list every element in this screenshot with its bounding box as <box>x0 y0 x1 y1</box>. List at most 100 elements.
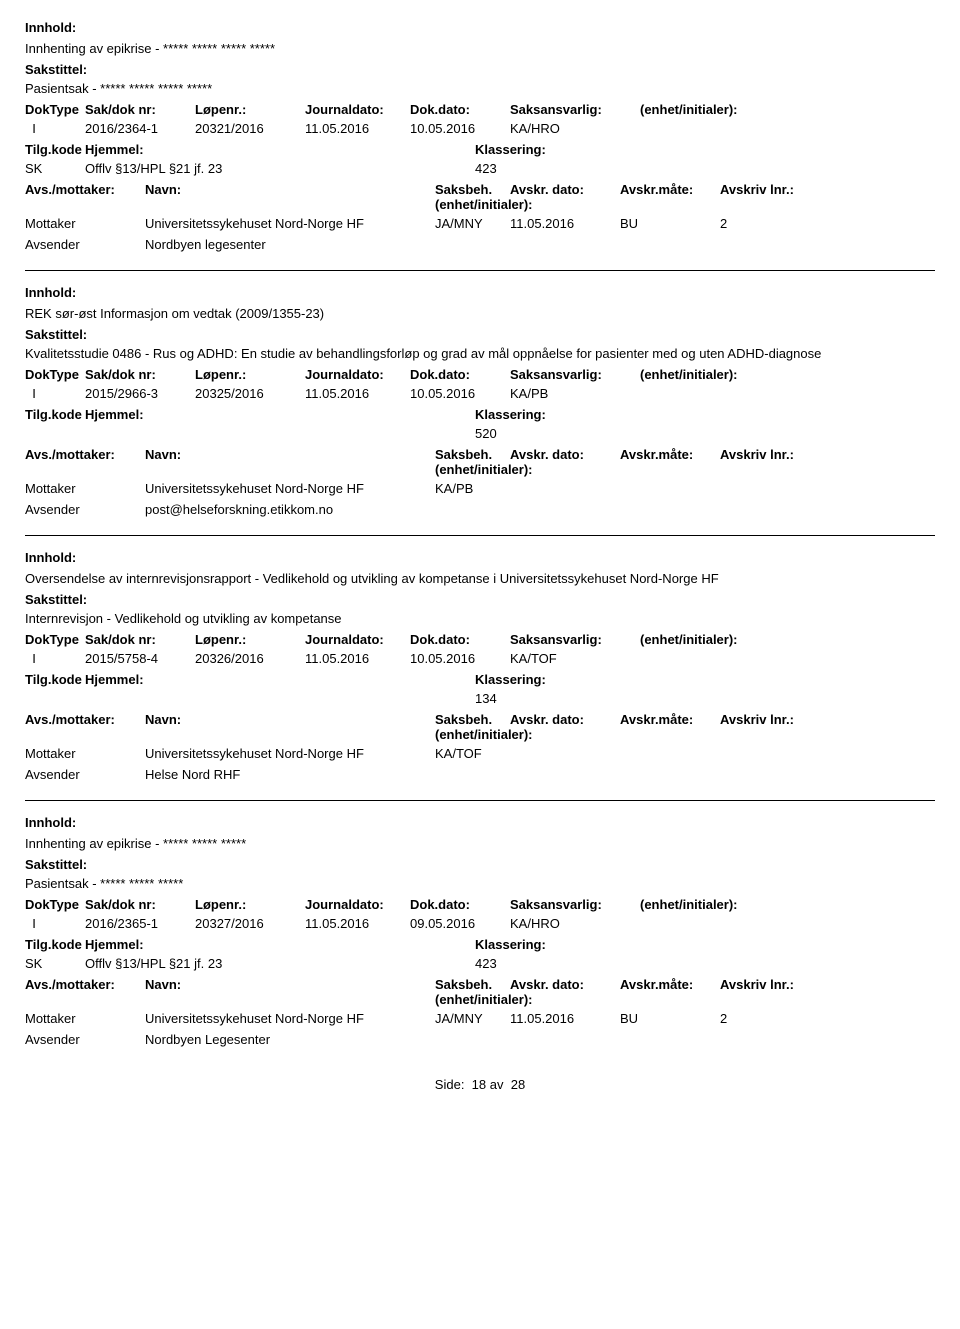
hdr-avskrlnr: Avskriv lnr.: <box>720 712 810 742</box>
hdr-avsmot: Avs./mottaker: <box>25 447 145 477</box>
mottaker-row: Mottaker Universitetssykehuset Nord-Norg… <box>25 481 935 496</box>
hdr-jdato: Journaldato: <box>305 897 410 912</box>
sakstittel-label: Sakstittel: <box>25 592 935 607</box>
innhold-label: Innhold: <box>25 815 935 830</box>
innhold-value: Innhenting av epikrise - ***** ***** ***… <box>25 41 935 56</box>
val-tilgkode: SK <box>25 161 85 176</box>
mottaker-avskrlnr <box>720 481 810 496</box>
hdr-jdato: Journaldato: <box>305 367 410 382</box>
hdr-saksansv: Saksansvarlig: <box>510 102 640 117</box>
hdr-doktype: DokType <box>25 102 85 117</box>
hdr-enhet: (enhet/initialer): <box>640 102 790 117</box>
hdr-saksansv: Saksansvarlig: <box>510 897 640 912</box>
hdr-saksbeh: Saksbeh.(enhet/initialer): <box>435 182 510 212</box>
mottaker-avskrlnr: 2 <box>720 216 810 231</box>
sakstittel-value: Pasientsak - ***** ***** ***** <box>25 876 935 891</box>
journal-record: Innhold: Oversendelse av internrevisjons… <box>25 550 935 782</box>
record-divider <box>25 535 935 536</box>
hdr-klass: Klassering: <box>475 672 675 687</box>
val-ddato: 09.05.2016 <box>410 916 510 931</box>
hdr-avskrmate: Avskr.måte: <box>620 977 720 1007</box>
val-saksansv: KA/TOF <box>510 651 640 666</box>
hdr-lopenr: Løpenr.: <box>195 102 305 117</box>
hdr-avskrmate: Avskr.måte: <box>620 182 720 212</box>
hdr-hjemmel: Hjemmel: <box>85 142 475 157</box>
avsender-row: Avsender post@helseforskning.etikkom.no <box>25 502 935 517</box>
hdr-doktype: DokType <box>25 367 85 382</box>
mottaker-label: Mottaker <box>25 746 145 761</box>
meta-value-row: I 2016/2365-1 20327/2016 11.05.2016 09.0… <box>25 916 935 931</box>
hdr-lopenr: Løpenr.: <box>195 367 305 382</box>
val-sakdok: 2015/5758-4 <box>85 651 195 666</box>
hdr-avskrmate: Avskr.måte: <box>620 447 720 477</box>
hdr-navn: Navn: <box>145 447 435 477</box>
val-tilgkode: SK <box>25 956 85 971</box>
avsender-navn: post@helseforskning.etikkom.no <box>145 502 645 517</box>
journal-record: Innhold: Innhenting av epikrise - ***** … <box>25 815 935 1047</box>
party-header-row: Avs./mottaker: Navn: Saksbeh.(enhet/init… <box>25 977 935 1007</box>
val-ddato: 10.05.2016 <box>410 386 510 401</box>
hdr-tilgkode: Tilg.kode <box>25 672 85 687</box>
class-header-row: Tilg.kode Hjemmel: Klassering: <box>25 407 935 422</box>
val-jdato: 11.05.2016 <box>305 386 410 401</box>
hdr-sakdok: Sak/dok nr: <box>85 897 195 912</box>
mottaker-label: Mottaker <box>25 216 145 231</box>
hdr-enhet: (enhet/initialer): <box>640 897 790 912</box>
mottaker-row: Mottaker Universitetssykehuset Nord-Norg… <box>25 746 935 761</box>
class-header-row: Tilg.kode Hjemmel: Klassering: <box>25 937 935 952</box>
sakstittel-label: Sakstittel: <box>25 327 935 342</box>
hdr-lopenr: Løpenr.: <box>195 897 305 912</box>
innhold-label: Innhold: <box>25 550 935 565</box>
val-sakdok: 2016/2364-1 <box>85 121 195 136</box>
hdr-hjemmel: Hjemmel: <box>85 937 475 952</box>
hdr-hjemmel: Hjemmel: <box>85 672 475 687</box>
hdr-jdato: Journaldato: <box>305 632 410 647</box>
hdr-sakdok: Sak/dok nr: <box>85 367 195 382</box>
avsender-label: Avsender <box>25 1032 145 1047</box>
val-lopenr: 20327/2016 <box>195 916 305 931</box>
innhold-value: Oversendelse av internrevisjonsrapport -… <box>25 571 935 586</box>
mottaker-navn: Universitetssykehuset Nord-Norge HF <box>145 216 435 231</box>
hdr-avskrdato: Avskr. dato: <box>510 712 620 742</box>
hdr-avskrlnr: Avskriv lnr.: <box>720 182 810 212</box>
mottaker-saksbeh: JA/MNY <box>435 216 510 231</box>
val-jdato: 11.05.2016 <box>305 651 410 666</box>
mottaker-row: Mottaker Universitetssykehuset Nord-Norg… <box>25 216 935 231</box>
hdr-doktype: DokType <box>25 632 85 647</box>
mottaker-avskrmate <box>620 746 720 761</box>
sakstittel-label: Sakstittel: <box>25 857 935 872</box>
val-klass: 134 <box>475 691 675 706</box>
mottaker-avskrmate <box>620 481 720 496</box>
party-header-row: Avs./mottaker: Navn: Saksbeh.(enhet/init… <box>25 712 935 742</box>
sakstittel-label: Sakstittel: <box>25 62 935 77</box>
hdr-enhet: (enhet/initialer): <box>640 367 790 382</box>
hdr-ddato: Dok.dato: <box>410 632 510 647</box>
mottaker-avskrmate: BU <box>620 216 720 231</box>
mottaker-label: Mottaker <box>25 1011 145 1026</box>
val-hjemmel <box>85 426 475 441</box>
class-value-row: SK Offlv §13/HPL §21 jf. 23 423 <box>25 956 935 971</box>
sakstittel-value: Kvalitetsstudie 0486 - Rus og ADHD: En s… <box>25 346 935 361</box>
hdr-sakdok: Sak/dok nr: <box>85 632 195 647</box>
val-lopenr: 20321/2016 <box>195 121 305 136</box>
class-value-row: 134 <box>25 691 935 706</box>
hdr-enhet: (enhet/initialer): <box>640 632 790 647</box>
meta-header-row: DokType Sak/dok nr: Løpenr.: Journaldato… <box>25 632 935 647</box>
hdr-klass: Klassering: <box>475 407 675 422</box>
hdr-avskrdato: Avskr. dato: <box>510 977 620 1007</box>
class-value-row: SK Offlv §13/HPL §21 jf. 23 423 <box>25 161 935 176</box>
mottaker-avskrdato: 11.05.2016 <box>510 1011 620 1026</box>
meta-value-row: I 2015/5758-4 20326/2016 11.05.2016 10.0… <box>25 651 935 666</box>
mottaker-avskrdato <box>510 481 620 496</box>
val-tilgkode <box>25 691 85 706</box>
avsender-navn: Nordbyen legesenter <box>145 237 645 252</box>
val-ddato: 10.05.2016 <box>410 651 510 666</box>
hdr-jdato: Journaldato: <box>305 102 410 117</box>
meta-value-row: I 2015/2966-3 20325/2016 11.05.2016 10.0… <box>25 386 935 401</box>
val-hjemmel <box>85 691 475 706</box>
hdr-saksansv: Saksansvarlig: <box>510 367 640 382</box>
mottaker-navn: Universitetssykehuset Nord-Norge HF <box>145 746 435 761</box>
avsender-row: Avsender Nordbyen legesenter <box>25 237 935 252</box>
meta-value-row: I 2016/2364-1 20321/2016 11.05.2016 10.0… <box>25 121 935 136</box>
hdr-avskrdato: Avskr. dato: <box>510 447 620 477</box>
